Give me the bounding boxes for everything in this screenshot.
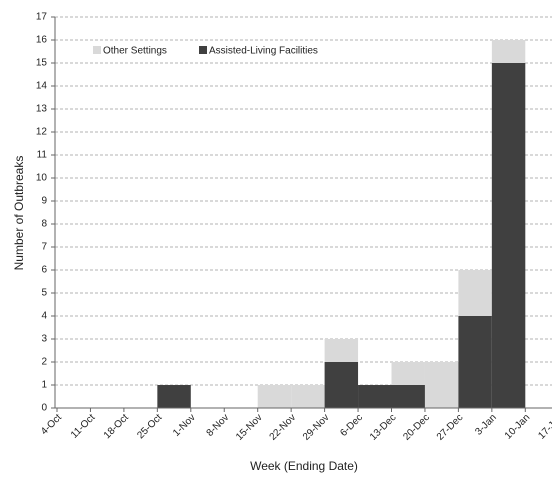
x-tick-label: 8-Nov bbox=[205, 412, 232, 439]
bar-segment bbox=[358, 385, 392, 408]
x-tick-label: 1-Nov bbox=[171, 412, 198, 439]
x-tick-label: 4-Oct bbox=[39, 412, 64, 437]
bar-segment bbox=[291, 385, 325, 408]
x-tick-label: 13-Dec bbox=[368, 412, 399, 443]
legend-label: Other Settings bbox=[103, 46, 167, 57]
x-tick-label: 18-Oct bbox=[102, 412, 131, 441]
y-tick-label: 2 bbox=[41, 357, 47, 368]
y-tick-label: 15 bbox=[36, 58, 48, 69]
x-tick-label: 3-Jan bbox=[473, 412, 498, 437]
y-tick-label: 13 bbox=[36, 104, 48, 115]
y-tick-label: 6 bbox=[41, 265, 47, 276]
legend-swatch bbox=[199, 46, 207, 54]
bar-segment bbox=[491, 63, 526, 408]
y-tick-label: 10 bbox=[36, 173, 48, 184]
y-tick-label: 4 bbox=[41, 311, 47, 322]
bar-segment bbox=[458, 270, 492, 316]
y-tick-label: 11 bbox=[37, 150, 48, 161]
x-tick-label: 10-Jan bbox=[503, 412, 532, 441]
y-tick-label: 14 bbox=[36, 81, 48, 92]
legend-label: Assisted-Living Facilities bbox=[209, 46, 318, 57]
y-tick-label: 8 bbox=[41, 219, 47, 230]
bar-segment bbox=[491, 40, 526, 63]
x-tick-label: 20-Dec bbox=[401, 412, 432, 443]
legend-swatch bbox=[93, 46, 101, 54]
bar-segment bbox=[257, 385, 292, 408]
y-tick-label: 7 bbox=[41, 242, 47, 253]
y-tick-label: 0 bbox=[41, 403, 47, 414]
x-tick-label: 6-Dec bbox=[338, 412, 365, 439]
bar-segment bbox=[458, 316, 492, 408]
bar-segment bbox=[324, 362, 359, 408]
bar-segment bbox=[391, 385, 425, 408]
y-tick-label: 3 bbox=[41, 334, 47, 345]
x-tick-label: 29-Nov bbox=[301, 412, 332, 443]
y-tick-label: 9 bbox=[41, 196, 47, 207]
y-tick-label: 16 bbox=[36, 35, 48, 46]
x-tick-label: 15-Nov bbox=[234, 412, 265, 443]
bar-segment bbox=[424, 362, 459, 408]
bar-segment bbox=[324, 339, 359, 362]
bar-segment bbox=[157, 385, 191, 408]
x-axis-label: Week (Ending Date) bbox=[250, 459, 358, 473]
x-tick-label: 11-Oct bbox=[69, 412, 98, 441]
x-tick-label: 17-Jan bbox=[536, 412, 552, 441]
y-tick-label: 5 bbox=[41, 288, 47, 299]
y-tick-label: 12 bbox=[36, 127, 48, 138]
x-tick-label: 25-Oct bbox=[135, 412, 164, 441]
x-tick-label: 27-Dec bbox=[435, 412, 466, 443]
bar-segment bbox=[391, 362, 425, 385]
y-tick-label: 17 bbox=[36, 12, 48, 23]
y-tick-label: 1 bbox=[41, 380, 47, 391]
y-axis-label: Number of Outbreaks bbox=[12, 156, 26, 271]
x-tick-label: 22-Nov bbox=[268, 412, 299, 443]
